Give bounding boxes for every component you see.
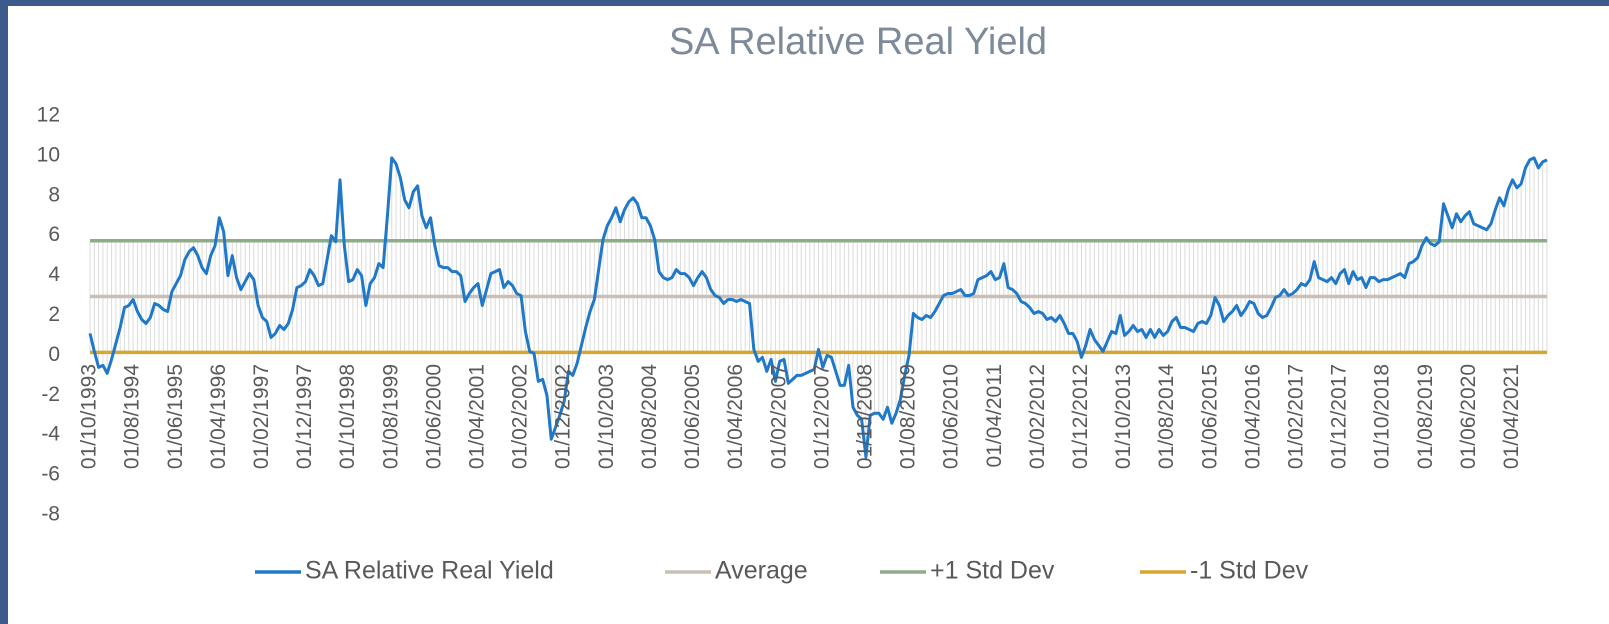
x-tick-label: 01/06/2010 — [940, 364, 963, 469]
x-tick-label: 01/10/2008 — [853, 364, 876, 469]
x-tick-label: 01/12/2007 — [810, 364, 833, 469]
x-tick-label: 01/02/2007 — [767, 364, 790, 469]
x-tick-label: 01/08/2009 — [897, 364, 920, 469]
x-tick-label: 01/12/1997 — [293, 364, 316, 469]
x-tick-label: 01/12/2012 — [1069, 364, 1092, 469]
y-tick-label: 0 — [48, 343, 60, 366]
x-tick-label: 01/04/1996 — [207, 364, 230, 469]
y-tick-label: 12 — [37, 104, 60, 127]
y-tick-label: 4 — [48, 263, 60, 286]
x-tick-label: 01/08/2019 — [1414, 364, 1437, 469]
x-tick-label: 01/04/2011 — [983, 364, 1006, 468]
x-tick-label: 01/08/2004 — [638, 364, 661, 469]
x-tick-label: 01/04/2006 — [724, 364, 747, 469]
x-tick-label: 01/06/2020 — [1457, 364, 1480, 469]
legend-label: +1 Std Dev — [930, 557, 1055, 585]
x-tick-label: 01/04/2001 — [466, 364, 489, 469]
x-tick-label: 01/08/2014 — [1155, 364, 1178, 469]
y-tick-label: 6 — [48, 223, 60, 246]
x-tick-label: 01/10/2018 — [1371, 364, 1394, 469]
y-tick-label: 2 — [48, 303, 60, 326]
x-tick-label: 01/10/2003 — [595, 364, 618, 469]
x-tick-label: 01/02/2017 — [1285, 364, 1308, 469]
x-tick-label: 01/10/1998 — [336, 364, 359, 469]
background — [8, 6, 1609, 624]
y-tick-label: -8 — [41, 503, 60, 526]
chart-title: SA Relative Real Yield — [669, 21, 1047, 63]
x-tick-label: 01/02/1997 — [250, 364, 273, 469]
y-tick-label: 8 — [48, 183, 60, 206]
x-tick-label: 01/02/2012 — [1026, 364, 1049, 469]
y-tick-label: -4 — [41, 423, 60, 446]
y-tick-label: 10 — [37, 143, 60, 166]
x-tick-label: 01/10/1993 — [78, 364, 101, 469]
legend-label: -1 Std Dev — [1190, 557, 1309, 585]
x-tick-label: 01/06/2005 — [681, 364, 704, 469]
legend-label: Average — [715, 557, 808, 585]
data-line — [88, 156, 1548, 459]
x-tick-label: 01/06/2000 — [422, 364, 445, 469]
x-tick-label: 01/08/1994 — [121, 364, 144, 469]
x-tick-label: 01/08/1999 — [379, 364, 402, 469]
legend-label: SA Relative Real Yield — [305, 557, 554, 585]
x-tick-label: 01/12/2017 — [1328, 364, 1351, 469]
x-tick-label: 01/06/2015 — [1198, 364, 1221, 469]
y-tick-label: -6 — [41, 463, 60, 486]
y-tick-label: -2 — [41, 383, 60, 406]
x-tick-label: 01/12/2002 — [552, 364, 575, 469]
x-tick-label: 01/04/2021 — [1500, 364, 1523, 469]
x-tick-label: 01/04/2016 — [1241, 364, 1264, 469]
x-tick-label: 01/10/2013 — [1112, 364, 1135, 469]
x-tick-label: 01/02/2002 — [509, 364, 532, 469]
x-tick-label: 01/06/1995 — [164, 364, 187, 469]
